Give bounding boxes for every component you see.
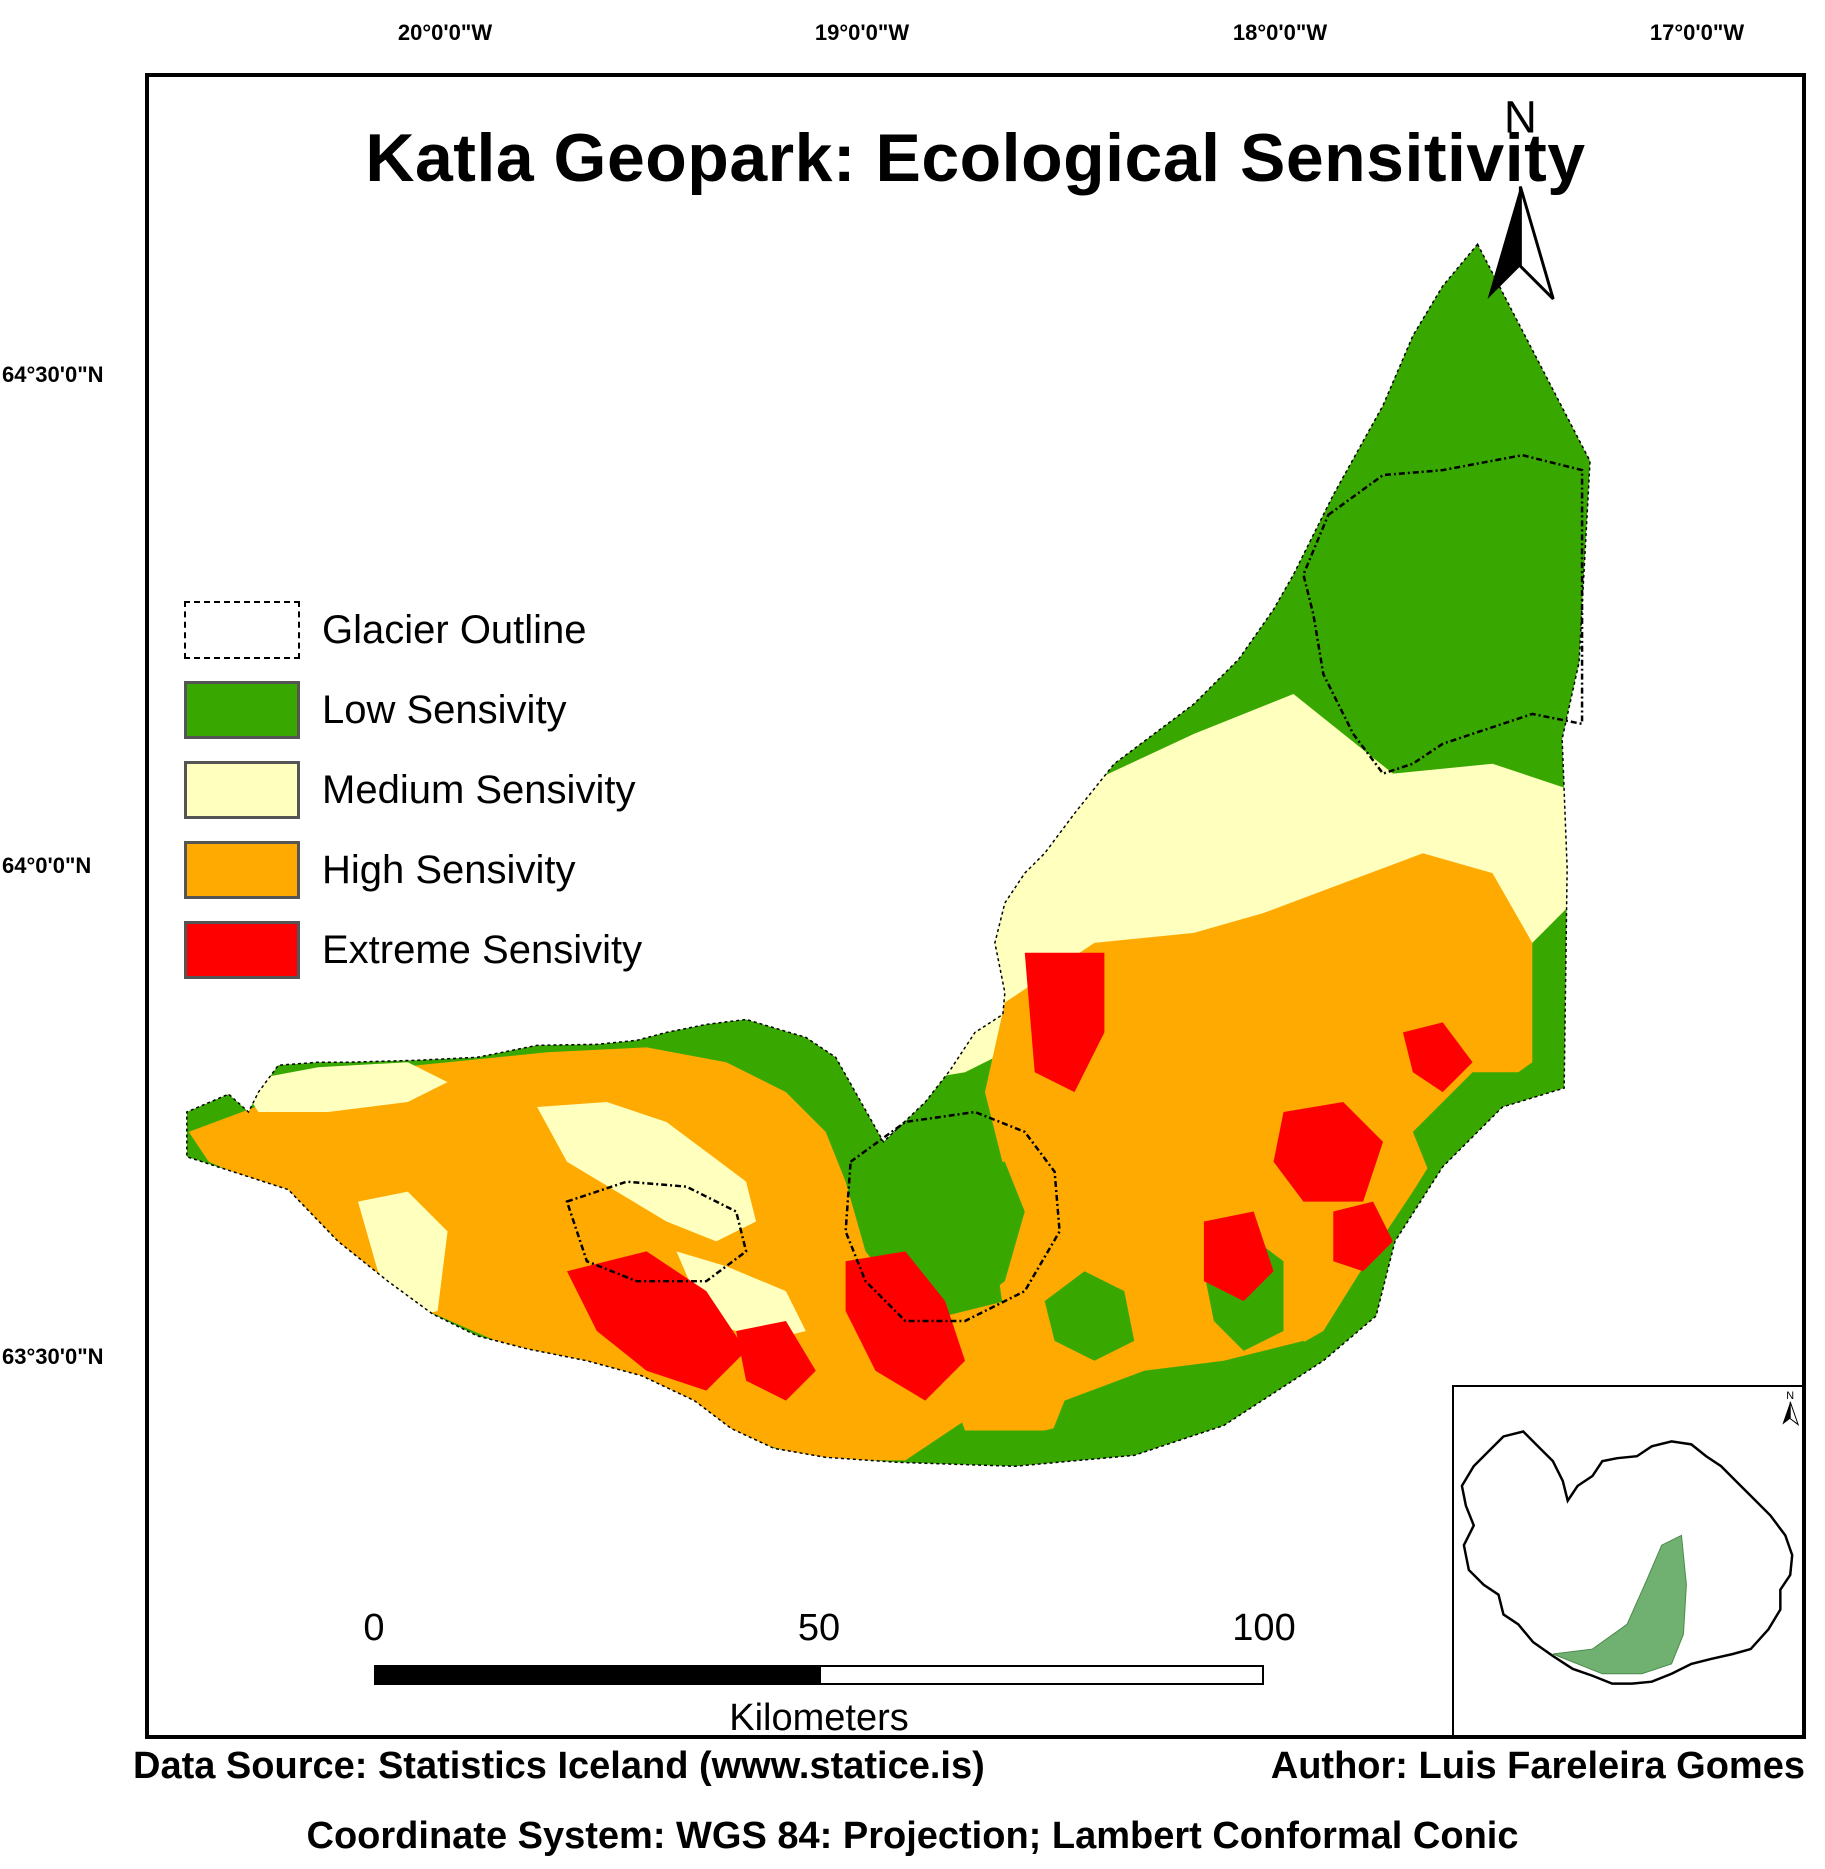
longitude-label-19w: 19°0'0"W	[814, 20, 910, 45]
scale-segment-black	[374, 1665, 821, 1685]
latitude-label-64-30n: 64°30'0"N	[2, 362, 104, 387]
longitude-label-18w: 18°0'0"W	[1232, 20, 1328, 45]
author-credit: Author: Luis Fareleira Gomes	[1270, 1745, 1805, 1787]
legend-swatch-extreme	[184, 921, 300, 979]
inset-north-arrow-half	[1789, 1401, 1800, 1426]
geopark-boundary	[186, 242, 1591, 1468]
katla-geopark-locator	[1552, 1534, 1687, 1675]
coordinate-system-note: Coordinate System: WGS 84: Projection; L…	[306, 1815, 1519, 1857]
scale-bar: 0 50 100 Kilometers	[363, 1607, 1295, 1735]
latitude-label-64n: 64°0'0"N	[2, 853, 92, 878]
legend-swatch-high	[184, 841, 300, 899]
legend-swatch-medium	[184, 761, 300, 819]
legend-label: Glacier Outline	[322, 607, 587, 652]
legend-label: High Sensivity	[322, 847, 576, 892]
data-source-credit: Data Source: Statistics Iceland (www.sta…	[133, 1745, 985, 1787]
north-arrow-label: N	[1504, 92, 1537, 143]
legend-item-high: High Sensivity	[184, 830, 642, 910]
longitude-label-17w: 17°0'0"W	[1649, 20, 1745, 45]
iceland-outline	[1460, 1430, 1794, 1685]
longitude-label-20w: 20°0'0"W	[397, 20, 493, 45]
legend-label: Medium Sensivity	[322, 767, 636, 812]
legend-item-extreme: Extreme Sensivity	[184, 910, 642, 990]
glacier-outline-myrdalsjokull-south	[844, 1110, 1061, 1323]
latitude-label-63-30n: 63°30'0"N	[2, 1344, 104, 1369]
inset-north-arrow-icon	[1782, 1401, 1791, 1425]
iceland-locator-map: N	[1460, 1390, 1800, 1685]
legend-label: Low Sensivity	[322, 687, 567, 732]
legend-item-glacier-outline: Glacier Outline	[184, 590, 642, 670]
scale-segment-white	[819, 1665, 1264, 1685]
legend-item-low: Low Sensivity	[184, 670, 642, 750]
legend: Glacier Outline Low Sensivity Medium Sen…	[184, 590, 642, 990]
scale-tick-0: 0	[363, 1607, 385, 1649]
legend-swatch-glacier	[184, 601, 300, 659]
map-title: Katla Geopark: Ecological Sensitivity	[365, 120, 1586, 196]
map-frame: N Katla Geopark: Ecological Sensitivity …	[145, 73, 1806, 1739]
legend-swatch-low	[184, 681, 300, 739]
legend-label: Extreme Sensivity	[322, 927, 643, 972]
sensitivity-map: N	[186, 92, 1591, 1468]
scale-tick-100: 100	[1232, 1607, 1296, 1649]
inset-north-label: N	[1786, 1390, 1794, 1402]
scale-tick-50: 50	[797, 1607, 841, 1649]
legend-item-medium: Medium Sensivity	[184, 750, 642, 830]
inset-map: N	[1452, 1385, 1802, 1735]
glacier-outline-myrdalsjokull	[1302, 453, 1584, 776]
scale-units: Kilometers	[729, 1697, 909, 1739]
glacier-outline-eyjafjallajokull	[565, 1180, 748, 1283]
